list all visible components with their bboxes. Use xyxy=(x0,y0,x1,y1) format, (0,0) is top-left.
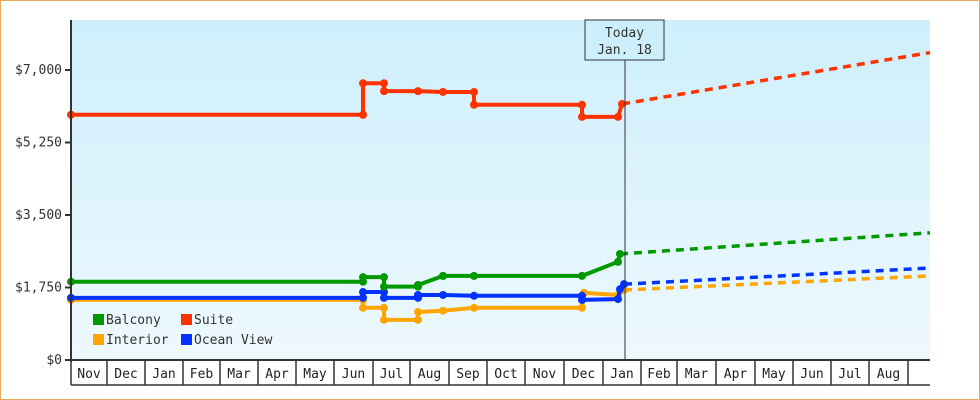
data-point[interactable] xyxy=(414,87,422,96)
legend-swatch xyxy=(93,314,104,325)
series-layer xyxy=(67,50,931,324)
x-tick-label: Feb xyxy=(190,367,214,382)
x-tick-label: Jul xyxy=(380,367,403,382)
x-tick-label: Jan xyxy=(152,367,175,382)
data-point[interactable] xyxy=(439,87,447,96)
x-tick-label: Mar xyxy=(685,367,709,382)
x-tick-label: Sep xyxy=(456,367,480,382)
plot-area xyxy=(71,20,930,360)
today-box xyxy=(584,19,665,61)
data-point[interactable] xyxy=(618,99,626,108)
data-point[interactable] xyxy=(359,293,367,302)
today-marker: Today Jan. 18 xyxy=(584,19,665,360)
today-date: Jan. 18 xyxy=(597,43,652,58)
data-point[interactable] xyxy=(470,271,478,280)
data-point[interactable] xyxy=(414,307,422,316)
forecast-line xyxy=(623,274,931,292)
y-tick-label: $3,500 xyxy=(15,208,62,223)
data-point[interactable] xyxy=(380,79,388,88)
data-point[interactable] xyxy=(380,87,388,96)
data-point[interactable] xyxy=(470,291,478,300)
x-tick-label: May xyxy=(762,367,786,382)
data-point[interactable] xyxy=(470,303,478,312)
data-point[interactable] xyxy=(380,293,388,302)
legend-item-ocean-view[interactable]: Ocean View xyxy=(181,333,272,348)
x-tick-label: Jul xyxy=(838,367,861,382)
x-tick-label: May xyxy=(303,367,327,382)
data-point[interactable] xyxy=(578,295,586,304)
forecast-line xyxy=(623,266,931,286)
x-tick-label: Apr xyxy=(724,367,748,382)
data-point[interactable] xyxy=(414,290,422,299)
data-point[interactable] xyxy=(380,282,388,291)
data-point[interactable] xyxy=(614,112,622,121)
x-tick-label: Dec xyxy=(572,367,595,382)
y-tick-label: $5,250 xyxy=(15,136,62,151)
legend-swatch xyxy=(93,334,104,345)
data-point[interactable] xyxy=(439,271,447,280)
data-point[interactable] xyxy=(439,290,447,299)
data-point[interactable] xyxy=(414,315,422,324)
y-tick-label: $7,000 xyxy=(15,63,62,78)
data-point[interactable] xyxy=(359,110,367,119)
data-point[interactable] xyxy=(380,303,388,312)
data-point[interactable] xyxy=(380,315,388,324)
data-point[interactable] xyxy=(439,306,447,315)
legend-item-balcony[interactable]: Balcony xyxy=(93,313,161,328)
data-point[interactable] xyxy=(359,79,367,88)
y-tick-label: $1,750 xyxy=(15,281,62,296)
forecast-line xyxy=(621,50,931,106)
series-ocean-view xyxy=(67,266,931,304)
x-tick-label: Oct xyxy=(494,367,517,382)
legend-item-interior[interactable]: Interior xyxy=(93,333,169,348)
x-tick-label: Feb xyxy=(647,367,671,382)
legend-label: Interior xyxy=(106,333,169,348)
data-point[interactable] xyxy=(578,112,586,121)
data-point[interactable] xyxy=(616,249,624,258)
data-point[interactable] xyxy=(620,280,628,289)
x-tick-label: Aug xyxy=(877,367,900,382)
x-tick-label: Apr xyxy=(265,367,289,382)
data-point[interactable] xyxy=(380,273,388,282)
data-point[interactable] xyxy=(470,87,478,96)
data-point[interactable] xyxy=(359,273,367,282)
today-label: Today xyxy=(605,26,644,41)
legend: Balcony Suite Interior Ocean View xyxy=(93,313,272,348)
data-point[interactable] xyxy=(578,271,586,280)
data-point[interactable] xyxy=(614,257,622,266)
legend-label: Suite xyxy=(194,313,233,328)
legend-item-suite[interactable]: Suite xyxy=(181,313,233,328)
data-point[interactable] xyxy=(470,100,478,109)
x-tick-label: Dec xyxy=(114,367,137,382)
x-tick-label: Jan xyxy=(610,367,633,382)
data-point[interactable] xyxy=(614,295,622,304)
data-point[interactable] xyxy=(578,100,586,109)
x-tick-label: Jun xyxy=(342,367,365,382)
x-tick-label: Nov xyxy=(77,367,101,382)
y-tick-label: $0 xyxy=(46,353,62,368)
legend-label: Balcony xyxy=(106,313,161,328)
legend-swatch xyxy=(181,334,192,345)
x-tick-label: Aug xyxy=(418,367,441,382)
x-tick-label: Mar xyxy=(227,367,251,382)
data-point[interactable] xyxy=(414,281,422,290)
x-tick-label: Nov xyxy=(533,367,557,382)
data-point[interactable] xyxy=(578,303,586,312)
data-point[interactable] xyxy=(359,303,367,312)
forecast-line xyxy=(619,231,931,256)
series-balcony xyxy=(67,231,931,291)
axes-layer: $0 $1,750 $3,500 $5,250 $7,000 Nov Dec Jan Feb Ma… xyxy=(15,20,930,386)
legend-label: Ocean View xyxy=(194,333,272,348)
data-point[interactable] xyxy=(359,288,367,297)
x-tick-label: Jun xyxy=(800,367,823,382)
legend-swatch xyxy=(181,314,192,325)
